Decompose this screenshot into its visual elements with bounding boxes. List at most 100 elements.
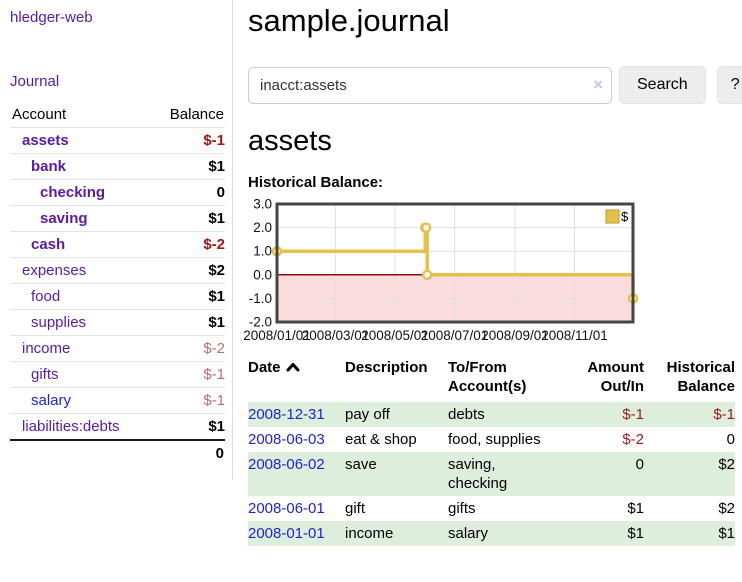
help-button[interactable]: ? bbox=[716, 66, 742, 104]
account-row: income $-2 bbox=[10, 335, 225, 362]
transaction-date-link[interactable]: 2008-06-02 bbox=[248, 456, 325, 473]
account-cell: income bbox=[10, 335, 152, 362]
account-cell: liabilities:debts bbox=[10, 414, 151, 441]
account-cell: assets bbox=[10, 127, 152, 154]
account-link[interactable]: gifts bbox=[31, 366, 59, 383]
account-balance: $1 bbox=[208, 418, 225, 435]
account-cell: saving bbox=[10, 205, 152, 232]
transaction-accounts: gifts bbox=[448, 500, 476, 517]
account-link[interactable]: income bbox=[22, 340, 71, 357]
account-link[interactable]: bank bbox=[31, 158, 67, 175]
transaction-balance: $1 bbox=[718, 525, 735, 542]
account-row: food $1 bbox=[10, 283, 225, 310]
register-header-row: Date Description To/From Account(s) Amou… bbox=[248, 356, 735, 402]
chart-y-tick-label: 2.0 bbox=[253, 220, 272, 235]
register-col-balance: Historical Balance bbox=[666, 359, 735, 395]
chart-y-tick-label: 3.0 bbox=[253, 197, 272, 212]
account-row: supplies $1 bbox=[10, 309, 225, 336]
app-layout: hledger-web Journal Account Balance asse… bbox=[0, 0, 742, 546]
account-cell: salary bbox=[10, 387, 152, 414]
account-row: bank $1 bbox=[10, 153, 225, 180]
register-col-date-label: Date bbox=[248, 359, 281, 376]
chart-x-tick-label: 2008/07/01 bbox=[421, 328, 489, 343]
transaction-date-link[interactable]: 2008-12-31 bbox=[248, 406, 325, 423]
account-balance: $-1 bbox=[151, 127, 225, 154]
account-link[interactable]: saving bbox=[40, 210, 88, 227]
transaction-amount: $1 bbox=[627, 525, 644, 542]
transaction-accounts: debts bbox=[448, 406, 485, 423]
account-balance: $1 bbox=[151, 309, 225, 336]
chart-y-tick-label: -2.0 bbox=[249, 315, 272, 330]
account-link[interactable]: liabilities:debts bbox=[22, 418, 120, 435]
accounts-total-spacer bbox=[10, 439, 152, 466]
chart-section-label: Historical Balance: bbox=[248, 174, 384, 191]
chart-x-tick-label: 2008/09/01 bbox=[481, 328, 549, 343]
account-balance: $1 bbox=[151, 283, 225, 310]
transaction-row: 2008-06-03 eat & shop food, supplies $-2 0 bbox=[248, 427, 735, 452]
search-bar: × Search ? bbox=[248, 66, 742, 104]
search-input[interactable] bbox=[248, 66, 612, 104]
accounts-col-account: Account bbox=[10, 103, 152, 128]
transaction-accounts: food, supplies bbox=[448, 431, 541, 448]
transaction-row: 2008-06-01 gift gifts $1 $2 bbox=[248, 496, 735, 521]
account-row: expenses $2 bbox=[10, 257, 225, 284]
register-col-accounts: To/From Account(s) bbox=[448, 359, 527, 395]
account-link[interactable]: cash bbox=[31, 236, 66, 253]
account-link[interactable]: food bbox=[31, 288, 61, 305]
chart-point-marker bbox=[420, 222, 432, 233]
transaction-date-link[interactable]: 2008-06-03 bbox=[248, 431, 325, 448]
account-balance: $1 bbox=[151, 153, 225, 180]
transaction-amount: $1 bbox=[627, 500, 644, 517]
clear-search-icon[interactable]: × bbox=[593, 74, 603, 94]
transaction-description: pay off bbox=[345, 406, 390, 423]
transaction-description: save bbox=[345, 456, 377, 473]
transaction-description: income bbox=[345, 525, 394, 542]
historical-balance-chart: $3.0 2.0 1.0 0.0 -1.0 -2.0 2008/01/01 2008/03/0… bbox=[243, 197, 742, 343]
account-row: cash $-2 bbox=[10, 231, 225, 258]
accounts-table: Account Balance assets $-1 bank $1 checking 0… bbox=[10, 103, 225, 466]
chart-x-tick-label: 2008/01/01 bbox=[243, 328, 311, 343]
account-link[interactable]: expenses bbox=[22, 262, 87, 279]
account-link[interactable]: supplies bbox=[31, 314, 87, 331]
account-cell: supplies bbox=[10, 309, 152, 336]
register-col-date[interactable]: Date bbox=[248, 356, 345, 402]
transaction-balance: $2 bbox=[718, 500, 735, 517]
account-cell: cash bbox=[10, 231, 152, 258]
transaction-date-cell: 2008-12-31 bbox=[248, 402, 345, 427]
account-row: gifts $-1 bbox=[10, 361, 225, 388]
transaction-row: 2008-06-02 save saving, checking 0 $2 bbox=[248, 452, 735, 496]
register-col-amount: Amount Out/In bbox=[587, 359, 644, 395]
transaction-balance: 0 bbox=[726, 431, 735, 448]
account-row: salary $-1 bbox=[10, 387, 225, 414]
transaction-accounts: salary bbox=[448, 525, 489, 542]
transaction-date-link[interactable]: 2008-01-01 bbox=[248, 525, 325, 542]
account-link[interactable]: salary bbox=[31, 392, 72, 409]
transaction-balance: $-1 bbox=[713, 406, 735, 423]
account-cell: bank bbox=[10, 153, 152, 180]
transaction-description: gift bbox=[345, 500, 366, 517]
transaction-row: 2008-01-01 income salary $1 $1 bbox=[248, 521, 735, 546]
account-cell: checking bbox=[10, 179, 152, 206]
account-row: saving $1 bbox=[10, 205, 225, 232]
chart-border bbox=[275, 202, 635, 324]
chart-y-tick-label: 0.0 bbox=[253, 267, 272, 282]
account-balance: $-1 bbox=[151, 361, 225, 388]
account-cell: expenses bbox=[10, 257, 152, 284]
transaction-accounts: saving, checking bbox=[448, 456, 508, 492]
search-box: × bbox=[248, 66, 612, 104]
transaction-balance: $2 bbox=[718, 456, 735, 473]
account-link[interactable]: assets bbox=[22, 132, 69, 149]
account-cell: food bbox=[10, 283, 152, 310]
account-link[interactable]: checking bbox=[40, 184, 106, 201]
account-balance: 0 bbox=[151, 179, 225, 206]
chart-legend-label: $ bbox=[621, 209, 629, 224]
search-button[interactable]: Search bbox=[619, 66, 706, 104]
chart-y-tick-label: 1.0 bbox=[253, 244, 272, 259]
sidebar: hledger-web Journal Account Balance asse… bbox=[0, 0, 233, 480]
sidebar-item-journal[interactable]: Journal bbox=[10, 73, 60, 90]
transaction-date-link[interactable]: 2008-06-01 bbox=[248, 500, 325, 517]
chart-x-tick-label: 2008/05/01 bbox=[361, 328, 429, 343]
brand-link[interactable]: hledger-web bbox=[10, 9, 93, 26]
account-heading: assets bbox=[248, 125, 332, 157]
transaction-amount: $-2 bbox=[622, 431, 644, 448]
